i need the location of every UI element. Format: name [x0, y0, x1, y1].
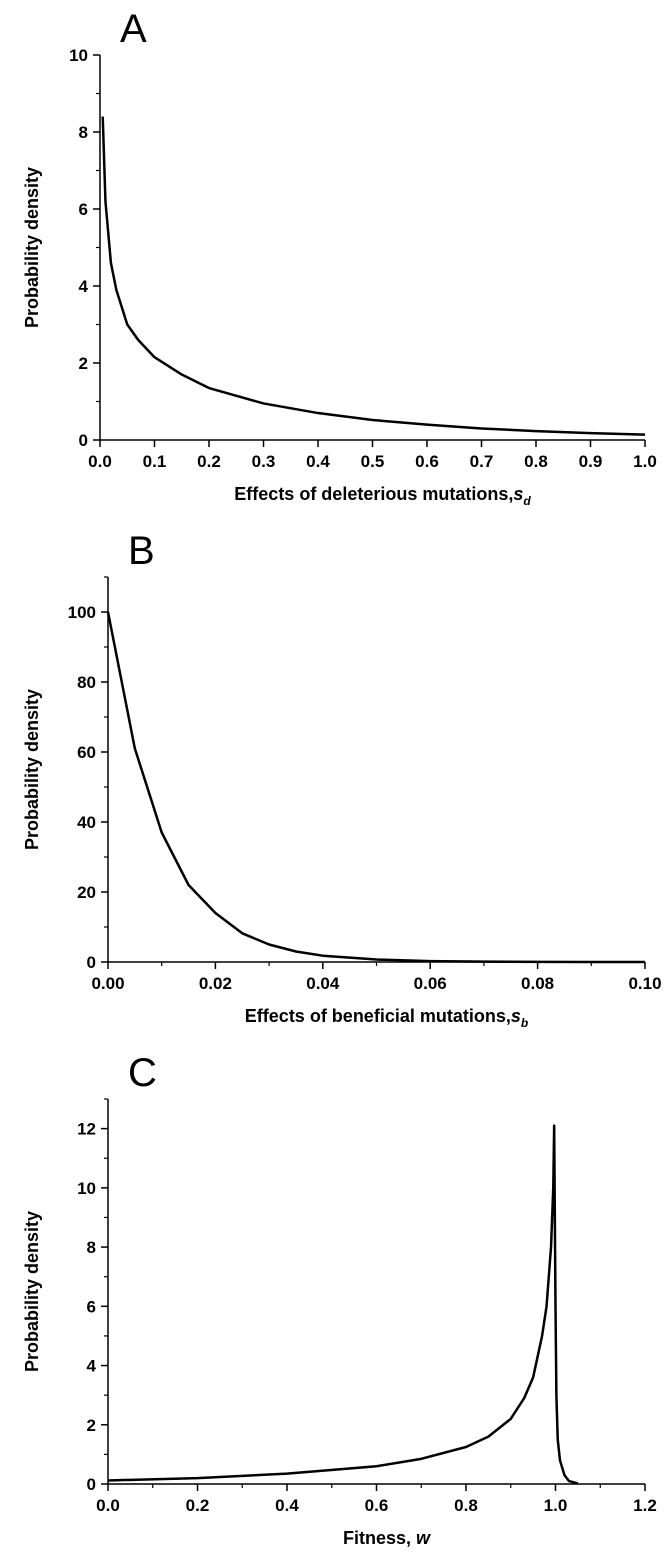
y-tick-label: 12: [77, 1120, 96, 1139]
x-tick-label: 0.5: [361, 452, 385, 471]
panel: A 0 2 4 6 8 10 0.0 0.1 0.2 0.3 0.4 0.5 0.6 0.7 0.8 0.9 1.…: [22, 7, 657, 508]
y-tick-label: 100: [68, 603, 96, 622]
x-axis-symbol: s: [513, 484, 523, 504]
x-tick-label: 0.8: [524, 452, 548, 471]
x-axis-label-text: Fitness,: [343, 1528, 411, 1548]
x-tick-label: 0.2: [197, 452, 221, 471]
y-tick-label: 4: [79, 277, 89, 296]
x-tick-label: 0.1: [143, 452, 167, 471]
x-tick-label: 0.9: [579, 452, 603, 471]
x-tick-label: 0.6: [415, 452, 439, 471]
x-axis-symbol: s: [511, 1006, 521, 1026]
y-tick-label: 0: [79, 431, 88, 450]
x-tick-label: 1.0: [544, 1496, 568, 1515]
x-tick-label: 0.7: [470, 452, 494, 471]
y-axis-label: Probability density: [22, 1211, 42, 1372]
y-axis-label: Probability density: [22, 167, 42, 328]
y-tick-label: 6: [79, 200, 88, 219]
y-tick-label: 80: [77, 673, 96, 692]
x-tick-label: 0.06: [414, 974, 447, 993]
y-tick-label: 4: [87, 1357, 97, 1376]
x-axis-label: Effects of deleterious mutations,sd: [234, 484, 531, 508]
y-tick-label: 10: [69, 46, 88, 65]
y-tick-label: 2: [87, 1416, 96, 1435]
x-tick-label: 0.10: [628, 974, 661, 993]
x-axis-label: Fitness, w: [343, 1528, 431, 1548]
x-tick-label: 0.4: [275, 1496, 299, 1515]
panel-letter: C: [128, 1051, 157, 1095]
y-tick-label: 10: [77, 1179, 96, 1198]
x-tick-label: 1.0: [633, 452, 657, 471]
y-tick-label: 40: [77, 813, 96, 832]
x-tick-label: 1.2: [633, 1496, 657, 1515]
y-axis-label: Probability density: [22, 689, 42, 850]
y-tick-label: 0: [87, 1475, 96, 1494]
x-axis-label: Effects of beneficial mutations,sb: [245, 1006, 528, 1030]
y-tick-label: 0: [87, 953, 96, 972]
x-tick-label: 0.04: [306, 974, 340, 993]
x-tick-label: 0.2: [186, 1496, 210, 1515]
x-axis-label-text: Effects of beneficial mutations,: [245, 1006, 511, 1026]
y-tick-label: 6: [87, 1297, 96, 1316]
line: [101, 116, 646, 436]
x-tick-label: 0.08: [521, 974, 554, 993]
line: [106, 611, 646, 964]
x-axis-subscript: d: [523, 494, 531, 508]
x-tick-label: 0.6: [365, 1496, 389, 1515]
y-tick-label: 8: [79, 123, 88, 142]
x-axis-label-text: Effects of deleterious mutations,: [234, 484, 513, 504]
panel: B 0 20 40 60 80 100 0.00 0.02 0.04 0.06 0.08 0.10 Pro…: [22, 529, 662, 1030]
x-tick-label: 0.02: [199, 974, 232, 993]
x-axis-subscript: b: [521, 1016, 528, 1030]
y-tick-label: 60: [77, 743, 96, 762]
x-tick-label: 0.00: [91, 974, 124, 993]
line: [107, 1124, 579, 1485]
x-axis-symbol: w: [416, 1528, 431, 1548]
x-tick-label: 0.0: [88, 452, 112, 471]
x-tick-label: 0.3: [252, 452, 276, 471]
panel: C 0 2 4 6 8 10 12 0.0 0.2 0.4 0.6 0.8 1.0 1.2 Probabili…: [22, 1051, 657, 1548]
panel-letter: B: [128, 529, 155, 573]
y-tick-label: 8: [87, 1238, 96, 1257]
x-tick-label: 0.4: [306, 452, 330, 471]
x-tick-label: 0.0: [96, 1496, 120, 1515]
panel-letter: A: [120, 7, 147, 51]
x-tick-label: 0.8: [454, 1496, 478, 1515]
y-tick-label: 2: [79, 354, 88, 373]
y-tick-label: 20: [77, 883, 96, 902]
